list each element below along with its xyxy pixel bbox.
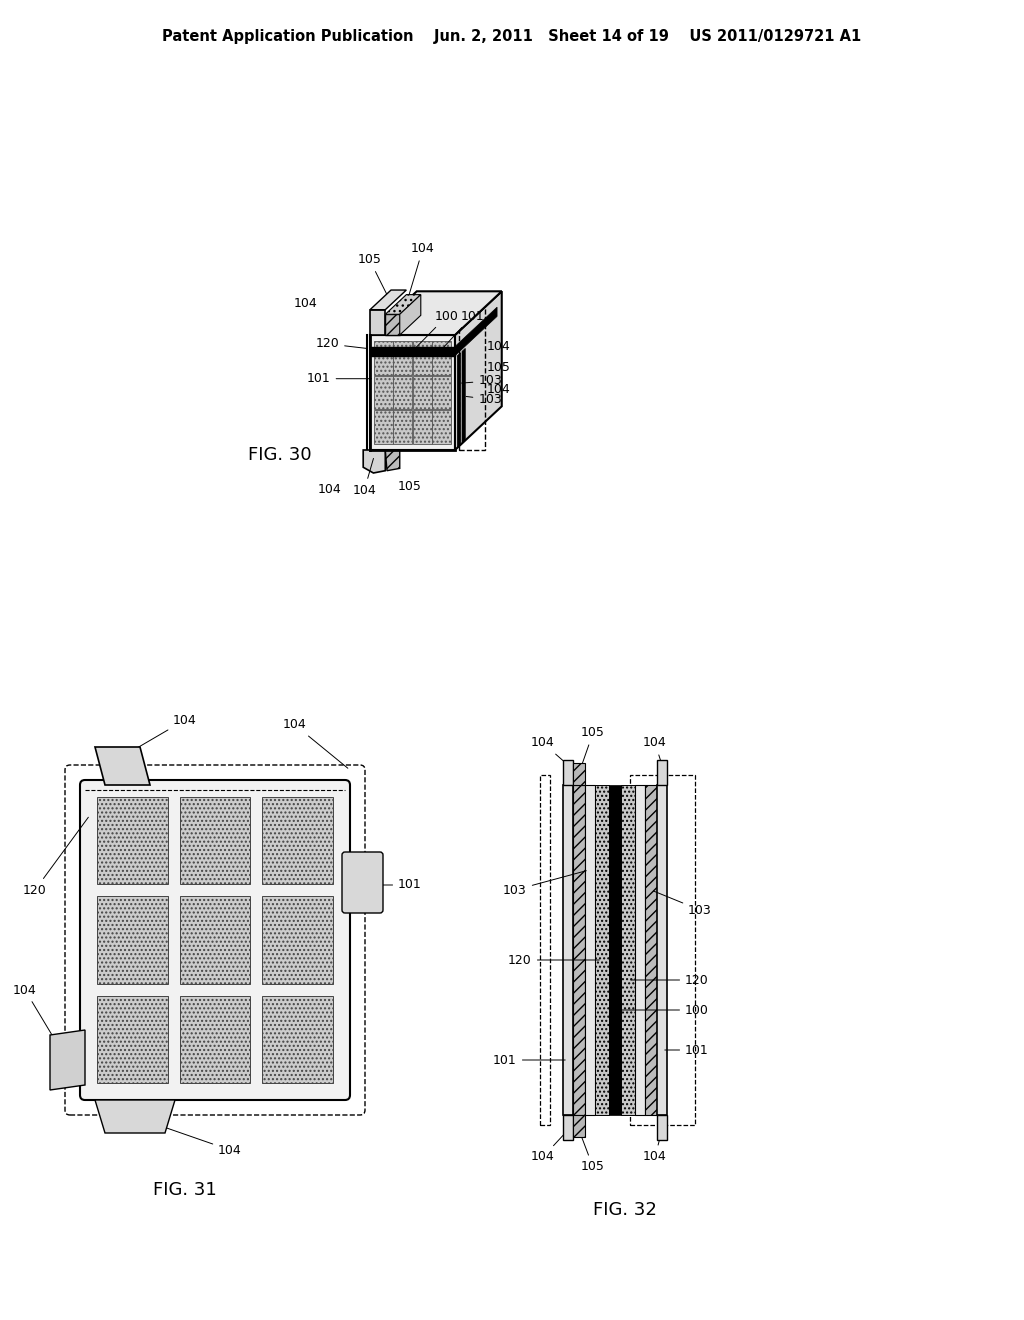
Polygon shape <box>374 376 392 409</box>
Polygon shape <box>50 1030 85 1090</box>
Polygon shape <box>370 290 407 310</box>
Polygon shape <box>374 411 392 444</box>
Text: 104: 104 <box>294 297 317 310</box>
Text: 105: 105 <box>580 1133 605 1173</box>
Text: 120: 120 <box>24 817 88 896</box>
Bar <box>179 797 250 884</box>
Text: 101: 101 <box>444 310 484 347</box>
Text: 105: 105 <box>580 726 605 771</box>
Bar <box>609 785 621 1115</box>
Bar <box>179 995 250 1082</box>
Text: Patent Application Publication    Jun. 2, 2011   Sheet 14 of 19    US 2011/01297: Patent Application Publication Jun. 2, 2… <box>163 29 861 45</box>
Text: 101: 101 <box>494 1053 565 1067</box>
Text: 104: 104 <box>13 983 66 1057</box>
FancyBboxPatch shape <box>342 851 383 913</box>
Polygon shape <box>458 352 461 447</box>
Polygon shape <box>393 411 413 444</box>
Polygon shape <box>370 335 455 450</box>
Polygon shape <box>432 342 452 375</box>
Bar <box>630 775 695 1125</box>
Text: 100: 100 <box>617 1003 709 1016</box>
Polygon shape <box>385 450 399 471</box>
Text: FIG. 32: FIG. 32 <box>593 1201 657 1218</box>
Text: 120: 120 <box>631 974 709 986</box>
Bar <box>179 896 250 983</box>
Polygon shape <box>432 411 452 444</box>
Text: 103: 103 <box>466 393 502 407</box>
Bar <box>262 896 333 983</box>
Polygon shape <box>455 308 497 355</box>
Bar <box>657 785 667 1115</box>
Bar <box>573 763 585 785</box>
Text: 101: 101 <box>378 879 422 891</box>
Bar <box>645 785 657 1115</box>
Text: 104: 104 <box>137 1118 242 1156</box>
Polygon shape <box>374 342 392 375</box>
Text: 103: 103 <box>503 871 587 896</box>
Text: 120: 120 <box>508 953 599 966</box>
Polygon shape <box>95 747 150 785</box>
Text: 120: 120 <box>315 338 368 350</box>
Text: FIG. 31: FIG. 31 <box>154 1181 217 1199</box>
Text: 104: 104 <box>317 483 342 496</box>
Text: 101: 101 <box>307 372 372 385</box>
Polygon shape <box>432 376 452 409</box>
FancyBboxPatch shape <box>80 780 350 1100</box>
Polygon shape <box>95 1100 175 1133</box>
Polygon shape <box>385 294 421 314</box>
Text: 105: 105 <box>357 253 388 297</box>
Bar <box>97 995 168 1082</box>
Bar <box>563 785 573 1115</box>
Polygon shape <box>462 348 465 444</box>
Polygon shape <box>413 376 432 409</box>
Bar <box>262 995 333 1082</box>
Bar <box>97 896 168 983</box>
Text: 105: 105 <box>486 360 511 374</box>
Bar <box>621 785 635 1115</box>
Text: 104: 104 <box>531 1133 566 1163</box>
Bar <box>563 760 573 785</box>
Text: 104: 104 <box>486 341 511 352</box>
Text: 101: 101 <box>665 1044 709 1056</box>
Text: 104: 104 <box>127 714 197 754</box>
Polygon shape <box>399 294 421 335</box>
Text: 103: 103 <box>462 375 502 388</box>
Text: 104: 104 <box>643 1133 667 1163</box>
Polygon shape <box>393 342 413 375</box>
Polygon shape <box>455 292 502 450</box>
Text: FIG. 30: FIG. 30 <box>249 446 312 465</box>
Bar <box>540 775 550 1125</box>
Polygon shape <box>370 310 385 335</box>
Polygon shape <box>413 411 432 444</box>
Bar <box>262 797 333 884</box>
Bar <box>585 785 595 1115</box>
Text: 100: 100 <box>415 310 459 348</box>
Bar <box>573 785 585 1115</box>
Polygon shape <box>385 314 399 335</box>
Text: 104: 104 <box>283 718 348 768</box>
Text: 104: 104 <box>643 737 667 763</box>
Polygon shape <box>393 376 413 409</box>
Bar <box>573 1115 585 1137</box>
Polygon shape <box>370 292 502 335</box>
Text: 104: 104 <box>531 737 566 763</box>
Polygon shape <box>364 450 385 473</box>
Polygon shape <box>413 342 432 375</box>
Bar <box>657 1115 667 1140</box>
Bar <box>563 1115 573 1140</box>
Text: 104: 104 <box>352 458 376 496</box>
Text: 104: 104 <box>409 243 435 296</box>
Bar <box>635 785 645 1115</box>
Text: 104: 104 <box>486 383 511 396</box>
Bar <box>657 760 667 785</box>
Text: 103: 103 <box>653 891 712 916</box>
Bar <box>97 797 168 884</box>
Polygon shape <box>370 346 455 355</box>
Text: 105: 105 <box>397 479 422 492</box>
Bar <box>595 785 609 1115</box>
